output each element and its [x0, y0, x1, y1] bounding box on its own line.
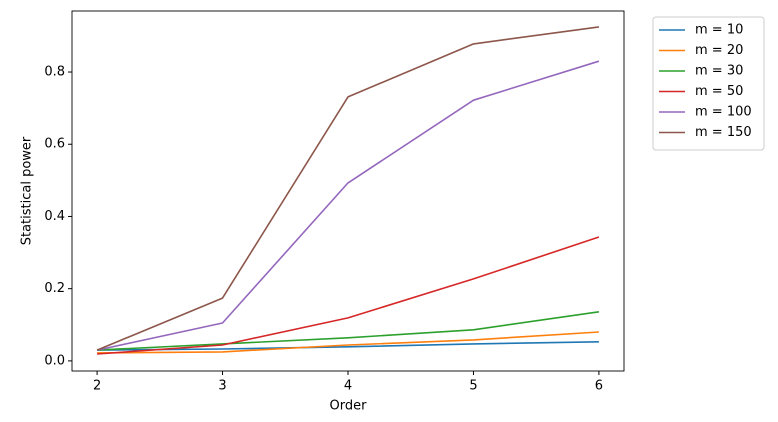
x-axis-label: Order: [330, 399, 368, 414]
legend-label: m = 10: [695, 23, 743, 38]
series-line: [96, 60, 600, 351]
plot-frame: [71, 10, 625, 372]
x-tick-label: 3: [218, 379, 226, 394]
y-tick-label: 0.0: [44, 353, 65, 368]
y-tick-label: 0.6: [44, 137, 65, 152]
x-tick-label: 4: [344, 379, 352, 394]
legend-label: m = 100: [695, 105, 752, 120]
legend-label: m = 150: [695, 125, 752, 140]
legend-label: m = 20: [695, 43, 743, 58]
legend-label: m = 30: [695, 64, 743, 79]
series-line: [96, 26, 600, 351]
y-tick-label: 0.8: [44, 65, 65, 80]
series-line: [97, 341, 599, 351]
x-tick-label: 5: [469, 379, 477, 394]
y-axis-label: Statistical power: [20, 136, 35, 245]
series-line: [97, 236, 600, 355]
y-tick-label: 0.2: [44, 281, 65, 296]
series-line: [97, 331, 599, 354]
legend-label: m = 50: [695, 84, 743, 99]
series-line: [97, 311, 600, 351]
y-tick-label: 0.4: [44, 209, 65, 224]
x-tick-label: 2: [93, 379, 101, 394]
x-tick-label: 6: [595, 379, 603, 394]
